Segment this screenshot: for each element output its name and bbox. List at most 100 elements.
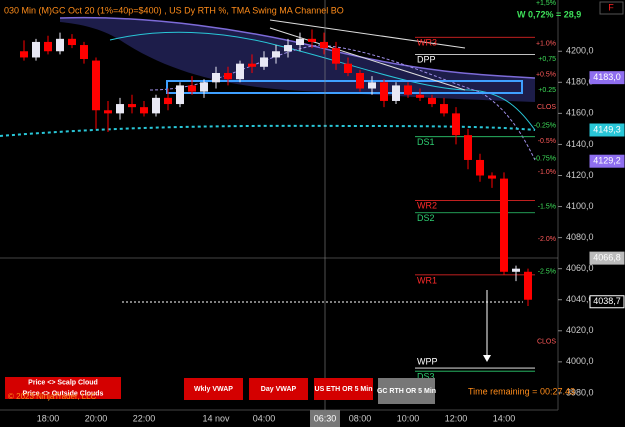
y-tick-label: 4120,0 bbox=[566, 170, 594, 180]
candle-body bbox=[272, 51, 280, 58]
candle-body bbox=[20, 51, 28, 58]
candle-body bbox=[332, 48, 340, 64]
pct-label: -0.75% bbox=[534, 155, 556, 162]
button[interactable] bbox=[249, 378, 308, 400]
candle-body bbox=[464, 135, 472, 160]
pct-label: +1,5% bbox=[536, 0, 556, 7]
candle-body bbox=[128, 104, 136, 108]
candle-body bbox=[344, 63, 352, 73]
pct-label: -2.0% bbox=[538, 236, 556, 243]
button[interactable] bbox=[5, 388, 121, 399]
price-marker-label: 4183,0 bbox=[593, 72, 621, 82]
candle-body bbox=[140, 107, 148, 114]
button[interactable] bbox=[378, 378, 435, 404]
pivot-label: WR1 bbox=[417, 275, 437, 285]
x-tick-label: 08:00 bbox=[349, 413, 372, 423]
pct-label: +1.0% bbox=[536, 40, 556, 47]
y-tick-label: 4200,0 bbox=[566, 46, 594, 56]
button-label: US ETH OR 5 Min bbox=[315, 386, 373, 393]
arrow-head bbox=[483, 355, 491, 362]
x-tick-label: 12:00 bbox=[445, 413, 468, 423]
button[interactable] bbox=[5, 377, 121, 388]
pivot-label: DS2 bbox=[417, 213, 435, 223]
x-tick-label: 14 nov bbox=[202, 413, 230, 423]
candle-body bbox=[200, 82, 208, 92]
candle-body bbox=[224, 72, 232, 80]
candle-body bbox=[284, 45, 292, 52]
trend-line bbox=[269, 19, 466, 49]
price-marker bbox=[589, 123, 625, 137]
trend-line bbox=[269, 27, 466, 91]
x-tick-label: 14:00 bbox=[493, 413, 516, 423]
pivot-label: WPP bbox=[417, 356, 438, 366]
pivot-label: DS1 bbox=[417, 137, 435, 147]
price-marker-label: 4129,2 bbox=[593, 156, 621, 166]
candle-body bbox=[68, 38, 76, 46]
price-marker bbox=[589, 295, 625, 309]
pct-label: -0.25% bbox=[534, 123, 556, 130]
candle-body bbox=[524, 271, 532, 300]
button-label: Price <> Scalp Cloud bbox=[28, 379, 98, 386]
teal-dashed bbox=[0, 124, 536, 137]
candle-body bbox=[56, 38, 64, 52]
candle-body bbox=[32, 41, 40, 58]
y-tick-label: 3980,0 bbox=[566, 387, 594, 397]
y-tick-label: 4000,0 bbox=[566, 356, 594, 366]
button[interactable] bbox=[314, 378, 373, 400]
x-tick-label: 10:00 bbox=[397, 413, 420, 423]
x-tick-label: 22:00 bbox=[133, 413, 156, 423]
candle-body bbox=[452, 113, 460, 136]
candle-body bbox=[92, 60, 100, 111]
candle-body bbox=[500, 178, 508, 272]
candle-body bbox=[392, 85, 400, 101]
price-marker bbox=[589, 154, 625, 168]
y-tick-label: 4020,0 bbox=[566, 325, 594, 335]
y-tick-label: 4100,0 bbox=[566, 201, 594, 211]
pivot-label: WR3 bbox=[417, 38, 437, 48]
candle-body bbox=[440, 104, 448, 114]
button-label: Wkly VWAP bbox=[194, 386, 233, 393]
pct-label: -1.5% bbox=[538, 203, 556, 210]
pct-label: CLOS bbox=[537, 104, 556, 111]
candle-body bbox=[236, 63, 244, 80]
button-label: Price <> Outside Clouds bbox=[23, 390, 104, 397]
pivot-label: WR2 bbox=[417, 201, 437, 211]
candle-body bbox=[260, 57, 268, 67]
tma-upper bbox=[59, 16, 536, 79]
cursor-time-box bbox=[310, 410, 340, 427]
price-marker-label: 4038,7 bbox=[593, 296, 621, 306]
corner-label: F bbox=[608, 2, 614, 12]
chart-title: 030 Min (M)GC Oct 20 (1%=40p=$400) , US … bbox=[4, 5, 344, 15]
button[interactable] bbox=[184, 378, 243, 400]
candle-body bbox=[404, 85, 412, 95]
zone-box bbox=[166, 80, 523, 94]
candle-body bbox=[212, 72, 220, 83]
candle-body bbox=[512, 268, 520, 272]
candle-body bbox=[104, 110, 112, 114]
tma-lower bbox=[149, 44, 536, 161]
x-tick-label: 18:00 bbox=[37, 413, 60, 423]
corner-box bbox=[599, 1, 624, 15]
candle-body bbox=[296, 38, 304, 46]
x-tick-label: 04:00 bbox=[253, 413, 276, 423]
candle-body bbox=[44, 41, 52, 52]
candle-body bbox=[152, 97, 160, 114]
price-marker bbox=[589, 251, 625, 265]
candle-body bbox=[428, 97, 436, 105]
pct-label: -2.5% bbox=[538, 269, 556, 276]
pivot-label: DPP bbox=[417, 55, 436, 65]
candle-body bbox=[80, 45, 88, 60]
candle-body bbox=[476, 159, 484, 176]
candle-body bbox=[188, 85, 196, 92]
time-remaining: Time remaining = 00:27.43 bbox=[468, 386, 575, 396]
price-marker-label: 4149,3 bbox=[593, 124, 621, 134]
y-tick-label: 4040,0 bbox=[566, 294, 594, 304]
cursor-time: 06:30 bbox=[314, 413, 337, 423]
candle-body bbox=[488, 175, 496, 179]
y-tick-label: 4160,0 bbox=[566, 108, 594, 118]
pct-label: +0.5% bbox=[536, 71, 556, 78]
y-tick-label: 4180,0 bbox=[566, 77, 594, 87]
candle-body bbox=[356, 72, 364, 89]
candle-body bbox=[368, 82, 376, 89]
